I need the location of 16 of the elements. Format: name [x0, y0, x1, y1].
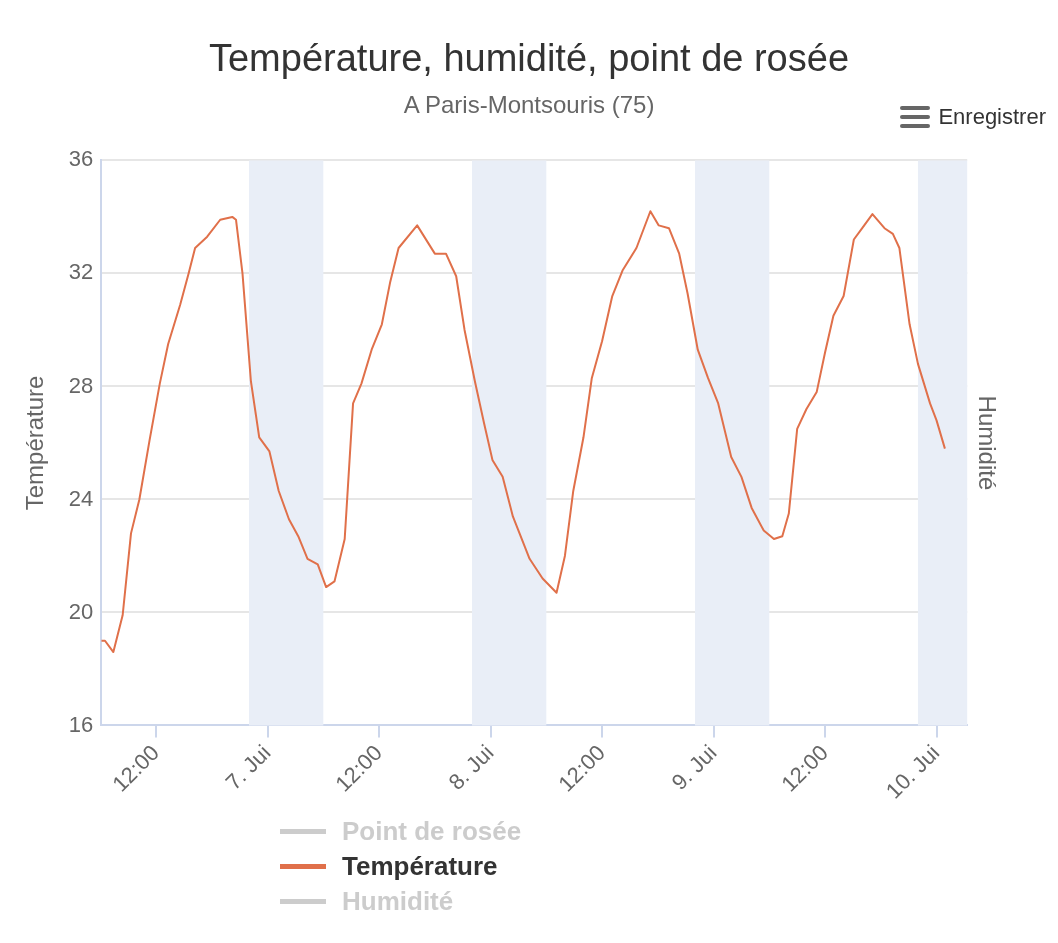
chart-subtitle: A Paris-Montsouris (75): [403, 90, 655, 118]
x-tick-label: 7. Jui: [220, 739, 276, 795]
y-axis-title: Température: [21, 375, 49, 511]
text: Enregistrer: [938, 104, 1046, 130]
y-tick-label: 24: [68, 485, 94, 511]
x-tick-label: 8. Jui: [443, 739, 499, 795]
x-tick-label: 9. Jui: [666, 739, 722, 795]
chart-title: Température, humidité, point de rosée: [208, 37, 850, 80]
y-tick-label: 28: [68, 372, 94, 398]
legend-label: Température: [342, 851, 498, 882]
y2-axis-title: Humidité: [973, 395, 1001, 491]
y-tick-label: 16: [68, 711, 94, 737]
y-tick-label: 20: [68, 598, 94, 624]
y-tick-label: 36: [68, 146, 94, 172]
x-tick-label: 10. Jui: [880, 739, 945, 804]
y-tick-label: 32: [68, 259, 94, 285]
